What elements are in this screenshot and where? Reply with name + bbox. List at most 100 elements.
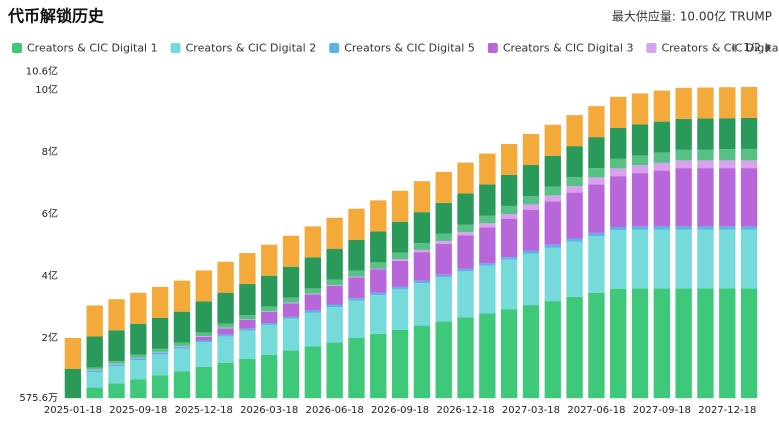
- bar-segment: [566, 186, 583, 193]
- bar-segment: [610, 176, 627, 228]
- bar-segment: [151, 317, 169, 349]
- bar-segment: [282, 316, 300, 319]
- bar-segment: [675, 87, 692, 119]
- bar-segment: [610, 288, 627, 399]
- bar-segment: [108, 364, 125, 367]
- bar-segment: [391, 252, 409, 260]
- bar-segment: [675, 288, 692, 399]
- bar-segment: [588, 232, 605, 237]
- bar-segment: [108, 330, 125, 362]
- bar-segment: [370, 231, 387, 263]
- bar-segment: [697, 160, 714, 169]
- bar-segment: [697, 118, 714, 150]
- bar-segment: [130, 292, 147, 324]
- y-tick-label: 6亿: [42, 207, 58, 220]
- bar-segment: [479, 227, 496, 264]
- bar-segment: [217, 336, 234, 363]
- bar-segment: [500, 205, 518, 214]
- bar-segment: [413, 252, 431, 281]
- bar-segment: [370, 292, 387, 296]
- bar-segment: [435, 277, 452, 322]
- bar-segment: [304, 310, 322, 313]
- bar-segment: [239, 330, 256, 359]
- bar-segment: [391, 260, 409, 287]
- bar-segment: [653, 229, 671, 289]
- bar-segment: [740, 288, 758, 399]
- bar-segment: [173, 371, 191, 399]
- bar-segment: [86, 367, 103, 370]
- bar-segment: [348, 298, 365, 301]
- bar-segment: [610, 168, 627, 177]
- bar-segment: [653, 152, 671, 163]
- bar-segment: [522, 305, 540, 399]
- x-tick-label: 2025-12-18: [175, 405, 233, 416]
- bar-segment: [740, 168, 758, 227]
- bar-segment: [740, 229, 758, 289]
- legend-next[interactable]: [766, 43, 771, 53]
- legend-swatch: [487, 43, 498, 53]
- bar-segment: [522, 209, 540, 251]
- bar-segment: [195, 270, 212, 302]
- bar-segment: [479, 215, 496, 224]
- bar-segment: [151, 348, 169, 352]
- bar-segment: [195, 336, 212, 337]
- legend-label[interactable]: Creators & CIC Digital 6: [661, 42, 779, 55]
- legend-swatch: [646, 43, 657, 53]
- bar-segment: [500, 143, 518, 175]
- bar-segment: [457, 317, 474, 399]
- bar-segment: [348, 337, 365, 399]
- bar-segment: [151, 352, 169, 355]
- legend-label[interactable]: Creators & CIC Digital 2: [186, 42, 317, 55]
- y-tick-label: 575.6万: [19, 393, 58, 404]
- x-tick-label: 2026-03-18: [240, 405, 298, 416]
- bar-segment: [479, 265, 496, 314]
- bar-segment: [326, 285, 343, 286]
- bar-segment: [239, 253, 256, 285]
- bar-segment: [108, 366, 125, 384]
- bar-segment: [544, 244, 561, 248]
- bar-segment: [239, 315, 256, 320]
- bar-segment: [282, 297, 300, 303]
- legend-label[interactable]: Creators & CIC Digital 1: [27, 42, 158, 55]
- bar-segment: [457, 268, 474, 272]
- bar-segment: [653, 170, 671, 227]
- bar-segment: [239, 328, 256, 331]
- y-tick-label: 8亿: [42, 145, 58, 158]
- legend-label[interactable]: Creators & CIC Digital 3: [503, 42, 634, 55]
- bar-segment: [566, 296, 583, 399]
- bar-segment: [391, 259, 409, 261]
- bar-segment: [522, 196, 540, 205]
- bar-segment: [675, 149, 692, 161]
- x-tick-label: 2027-03-18: [502, 405, 560, 416]
- legend-prev[interactable]: [731, 43, 736, 53]
- legend-label[interactable]: Creators & CIC Digital 5: [344, 42, 475, 55]
- bar-segment: [610, 158, 627, 169]
- bar-segment: [413, 181, 431, 213]
- bar-segment: [261, 323, 278, 325]
- x-tick-label: 2026-09-18: [371, 405, 429, 416]
- bar-segment: [610, 230, 627, 289]
- bar-segment: [435, 240, 452, 244]
- bar-segment: [261, 275, 278, 307]
- bar-segment: [217, 362, 234, 399]
- bar-segment: [326, 248, 343, 280]
- bar-segment: [631, 226, 649, 230]
- bar-segment: [261, 311, 278, 312]
- bar-segment: [479, 153, 496, 185]
- bar-segment: [130, 354, 147, 358]
- x-tick-label: 2027-06-18: [567, 405, 625, 416]
- bar-segment: [217, 261, 234, 293]
- bar-segment: [566, 177, 583, 187]
- bar-segment: [740, 86, 758, 118]
- bar-segment: [719, 229, 736, 289]
- bar-segment: [566, 241, 583, 297]
- bar-segment: [457, 235, 474, 269]
- bar-segment: [588, 184, 605, 233]
- bar-segment: [500, 257, 518, 260]
- bar-segment: [282, 303, 300, 317]
- y-tick-label: 2亿: [42, 331, 58, 344]
- bar-segment: [435, 202, 452, 234]
- bar-segment: [108, 361, 125, 364]
- bar-segment: [544, 301, 561, 399]
- bar-segment: [566, 238, 583, 242]
